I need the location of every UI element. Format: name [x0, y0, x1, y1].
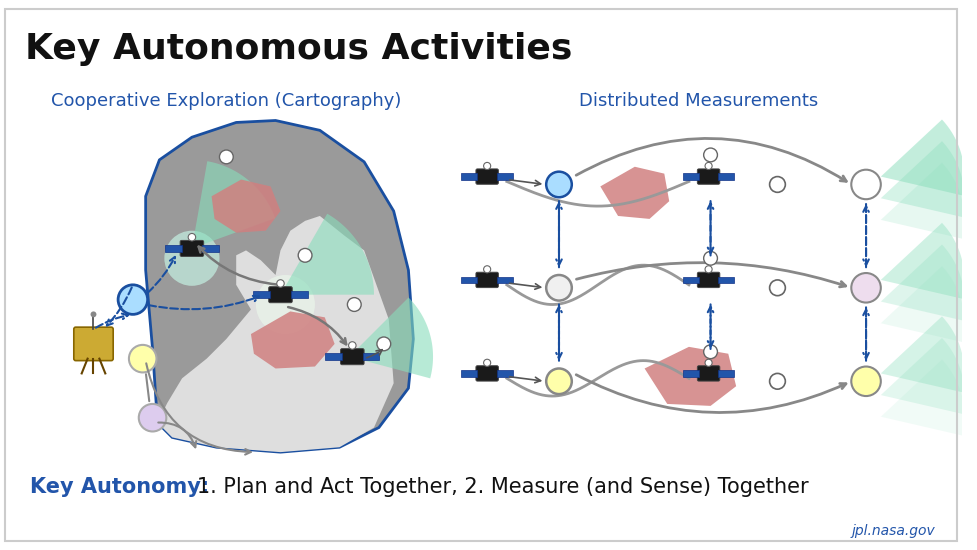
Circle shape	[546, 275, 572, 301]
Circle shape	[705, 266, 712, 273]
Circle shape	[348, 298, 361, 311]
FancyBboxPatch shape	[180, 240, 203, 256]
Circle shape	[703, 345, 717, 359]
Circle shape	[164, 230, 220, 286]
FancyBboxPatch shape	[341, 349, 364, 365]
FancyBboxPatch shape	[476, 272, 498, 288]
Bar	[362, 354, 379, 360]
Polygon shape	[251, 311, 334, 368]
Bar	[461, 173, 478, 180]
Bar	[497, 370, 513, 377]
Bar	[253, 292, 271, 298]
Bar	[202, 245, 219, 252]
Circle shape	[705, 359, 712, 366]
Bar	[718, 173, 735, 180]
Circle shape	[851, 170, 881, 199]
Circle shape	[705, 162, 712, 169]
Bar	[718, 370, 735, 377]
FancyBboxPatch shape	[698, 366, 720, 381]
Text: Cooperative Exploration (Cartography): Cooperative Exploration (Cartography)	[51, 92, 402, 110]
Circle shape	[256, 275, 315, 334]
FancyBboxPatch shape	[74, 327, 113, 361]
Bar	[497, 173, 513, 180]
Bar	[461, 370, 478, 377]
Bar	[683, 370, 699, 377]
Bar	[461, 277, 478, 283]
Polygon shape	[881, 223, 964, 299]
Bar	[718, 277, 735, 283]
Polygon shape	[157, 216, 394, 452]
Circle shape	[703, 148, 717, 162]
FancyBboxPatch shape	[476, 366, 498, 381]
Circle shape	[276, 280, 284, 287]
Circle shape	[189, 233, 195, 241]
Circle shape	[91, 311, 97, 317]
Polygon shape	[881, 163, 964, 239]
Circle shape	[349, 342, 356, 349]
Text: jpl.nasa.gov: jpl.nasa.gov	[851, 524, 935, 538]
Bar	[165, 245, 182, 252]
Circle shape	[484, 359, 490, 366]
Polygon shape	[881, 141, 964, 217]
Circle shape	[546, 172, 572, 197]
FancyBboxPatch shape	[698, 272, 720, 288]
FancyBboxPatch shape	[269, 287, 292, 302]
Polygon shape	[881, 360, 964, 436]
Circle shape	[484, 266, 490, 273]
Polygon shape	[600, 167, 669, 219]
Circle shape	[703, 251, 717, 265]
Text: Key Autonomous Activities: Key Autonomous Activities	[24, 32, 572, 65]
Polygon shape	[881, 245, 964, 321]
Polygon shape	[350, 298, 433, 378]
Bar	[683, 277, 699, 283]
Circle shape	[377, 337, 391, 351]
Circle shape	[118, 285, 148, 315]
Circle shape	[298, 249, 312, 262]
Circle shape	[129, 345, 156, 372]
Polygon shape	[881, 316, 964, 392]
Text: Key Autonomy:: Key Autonomy:	[29, 477, 209, 497]
Bar	[325, 354, 342, 360]
Circle shape	[770, 280, 786, 296]
Polygon shape	[645, 347, 736, 406]
FancyBboxPatch shape	[698, 169, 720, 184]
Circle shape	[770, 373, 786, 389]
Circle shape	[484, 162, 490, 169]
Circle shape	[139, 404, 166, 432]
Polygon shape	[881, 266, 964, 342]
Circle shape	[851, 366, 881, 396]
Polygon shape	[881, 338, 964, 414]
Polygon shape	[280, 214, 374, 295]
Text: 1. Plan and Act Together, 2. Measure (and Sense) Together: 1. Plan and Act Together, 2. Measure (an…	[177, 477, 809, 497]
Circle shape	[546, 368, 572, 394]
Polygon shape	[881, 119, 964, 195]
Circle shape	[851, 273, 881, 303]
Text: Distributed Measurements: Distributed Measurements	[579, 92, 819, 110]
Polygon shape	[212, 179, 280, 233]
Bar	[497, 277, 513, 283]
Bar	[291, 292, 308, 298]
Polygon shape	[191, 161, 276, 249]
FancyBboxPatch shape	[476, 169, 498, 184]
Circle shape	[770, 177, 786, 192]
Circle shape	[220, 150, 234, 164]
Bar	[683, 173, 699, 180]
Polygon shape	[146, 120, 413, 452]
